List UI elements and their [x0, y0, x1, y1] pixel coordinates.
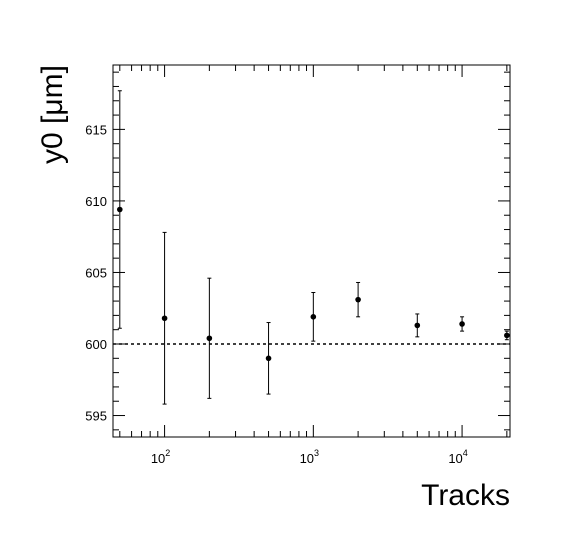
plot-frame [112, 64, 511, 438]
y-axis-title: y0 [μm] [36, 65, 69, 164]
data-point [459, 321, 465, 327]
data-point [504, 332, 510, 339]
data-point [206, 335, 213, 342]
y-tick-label: 605 [85, 265, 107, 280]
data-point [117, 206, 123, 213]
data-point [265, 355, 272, 362]
x-tick-label: 103 [300, 448, 319, 466]
y-tick-labels: 595 600 605 610 615 [85, 122, 107, 423]
data-point [355, 296, 361, 303]
data-points [117, 90, 510, 405]
y-tick-label: 595 [85, 409, 107, 424]
data-point [414, 322, 421, 329]
axis-ticks [113, 65, 510, 437]
x-tick-label: 104 [448, 448, 467, 466]
y-tick-label: 615 [85, 122, 107, 137]
x-axis-title: Tracks [421, 479, 510, 512]
y-tick-label: 610 [85, 194, 107, 209]
y-tick-label: 600 [85, 337, 107, 352]
x-tick-labels: 102 103 104 [151, 448, 468, 466]
x-tick-label: 102 [151, 448, 170, 466]
data-point [310, 314, 317, 320]
data-point [161, 315, 168, 322]
